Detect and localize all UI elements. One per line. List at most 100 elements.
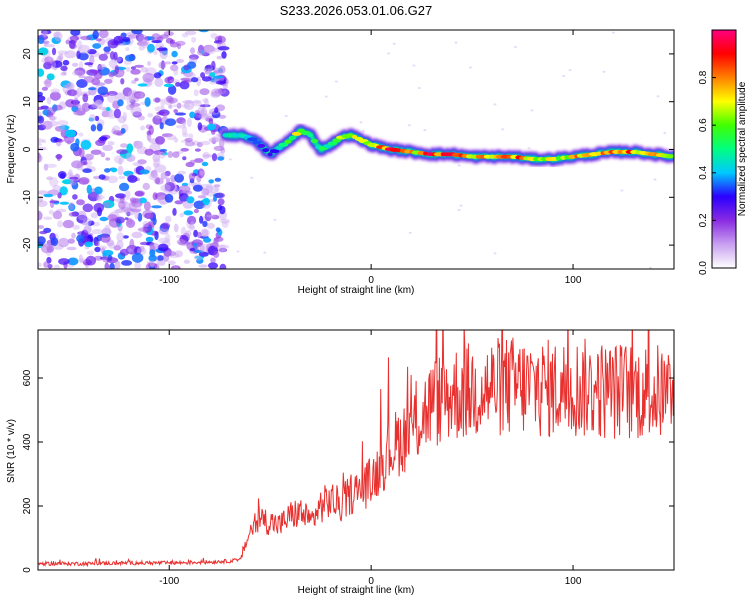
ridge-core (288, 136, 296, 140)
noise-blob (159, 34, 169, 39)
snr-y-axis: 0 200 400 600 (22, 369, 674, 573)
noise-blob (109, 262, 115, 269)
noise-blob (118, 175, 126, 180)
noise-blob (145, 212, 154, 219)
faint-dot (530, 109, 534, 112)
noise-blob (40, 243, 53, 254)
colorbar-tick-label: 0.4 (698, 165, 709, 179)
noise-blob (92, 43, 102, 49)
snr-series-line (38, 330, 674, 568)
noise-blob (83, 76, 95, 83)
noise-blob (131, 252, 144, 263)
noise-blob (71, 160, 84, 169)
x-tick-label: 0 (368, 275, 374, 286)
noise-blob (135, 92, 144, 99)
noise-blob (107, 214, 118, 222)
noise-blob (104, 224, 111, 235)
faint-dot (417, 87, 421, 89)
noise-blob (134, 64, 144, 68)
faint-dot (407, 124, 411, 127)
noise-blob (105, 106, 111, 112)
noise-blob (172, 151, 180, 158)
noise-blob (152, 162, 160, 168)
noise-blob (189, 111, 196, 119)
noise-blob (150, 169, 158, 179)
noise-blob (178, 185, 191, 194)
noise-blob (74, 67, 86, 76)
noise-blob (117, 165, 124, 176)
noise-blob (127, 175, 138, 183)
noise-blob (189, 247, 196, 252)
noise-blob (134, 77, 139, 82)
noise-blob (140, 125, 146, 131)
noise-blob (98, 174, 106, 180)
noise-blob (91, 228, 104, 235)
noise-blob (127, 34, 138, 39)
noise-blob (191, 36, 197, 43)
noise-blob (84, 241, 94, 248)
noise-blob (193, 254, 203, 261)
noise-blob (214, 192, 225, 199)
noise-blob (179, 212, 184, 218)
faint-dot (493, 103, 497, 106)
noise-blob (199, 244, 205, 253)
noise-blob (202, 98, 209, 103)
noise-blob (165, 177, 171, 184)
ridge-core (307, 133, 314, 137)
noise-blob (158, 151, 166, 159)
snr-x-label: Height of straight line (km) (298, 585, 415, 596)
noise-blob (38, 262, 42, 268)
ridge-core (247, 137, 258, 142)
noise-blob (87, 49, 97, 55)
faint-dot (412, 64, 416, 67)
noise-blob (168, 97, 178, 104)
noise-blob (148, 242, 160, 249)
snr-frame (37, 329, 675, 571)
noise-blob (204, 211, 212, 222)
noise-blob (162, 113, 168, 118)
noise-blob (88, 104, 98, 110)
noise-blob (197, 168, 205, 179)
noise-blob (38, 36, 45, 44)
noise-blob (104, 262, 110, 269)
noise-blob (95, 139, 106, 146)
noise-blob (167, 84, 177, 95)
noise-blob (41, 30, 52, 35)
noise-blob (68, 169, 73, 177)
noise-blob (214, 185, 220, 193)
noise-blob (113, 155, 125, 164)
noise-blob (215, 227, 221, 233)
noise-blob (176, 43, 182, 50)
noise-blob (153, 150, 166, 155)
noise-blob (78, 52, 89, 61)
noise-blob (116, 240, 124, 250)
noise-blob (100, 233, 111, 243)
noise-blob (93, 202, 104, 213)
noise-blob (165, 250, 177, 257)
faint-dot (284, 114, 288, 117)
colorbar-tick-label: 0.8 (698, 70, 709, 84)
noise-blob (58, 258, 70, 265)
noise-blob (174, 112, 186, 116)
noise-blob (129, 238, 135, 249)
noise-blob (178, 192, 189, 202)
noise-blob (125, 66, 131, 72)
noise-blob (66, 246, 77, 251)
spectrogram-image (38, 30, 674, 269)
noise-blob (104, 51, 110, 55)
noise-blob (51, 47, 57, 56)
noise-blob (213, 184, 221, 188)
noise-blob (80, 140, 92, 150)
noise-blob (142, 220, 150, 228)
noise-blob (102, 144, 113, 152)
noise-blob (49, 115, 56, 121)
noise-blob (125, 104, 135, 111)
noise-blob (154, 177, 164, 185)
noise-blob (221, 220, 229, 228)
noise-blob (187, 181, 197, 187)
noise-blob (57, 171, 67, 179)
noise-blob (204, 98, 209, 108)
ridge-core (222, 133, 230, 138)
noise-blob (206, 214, 217, 218)
